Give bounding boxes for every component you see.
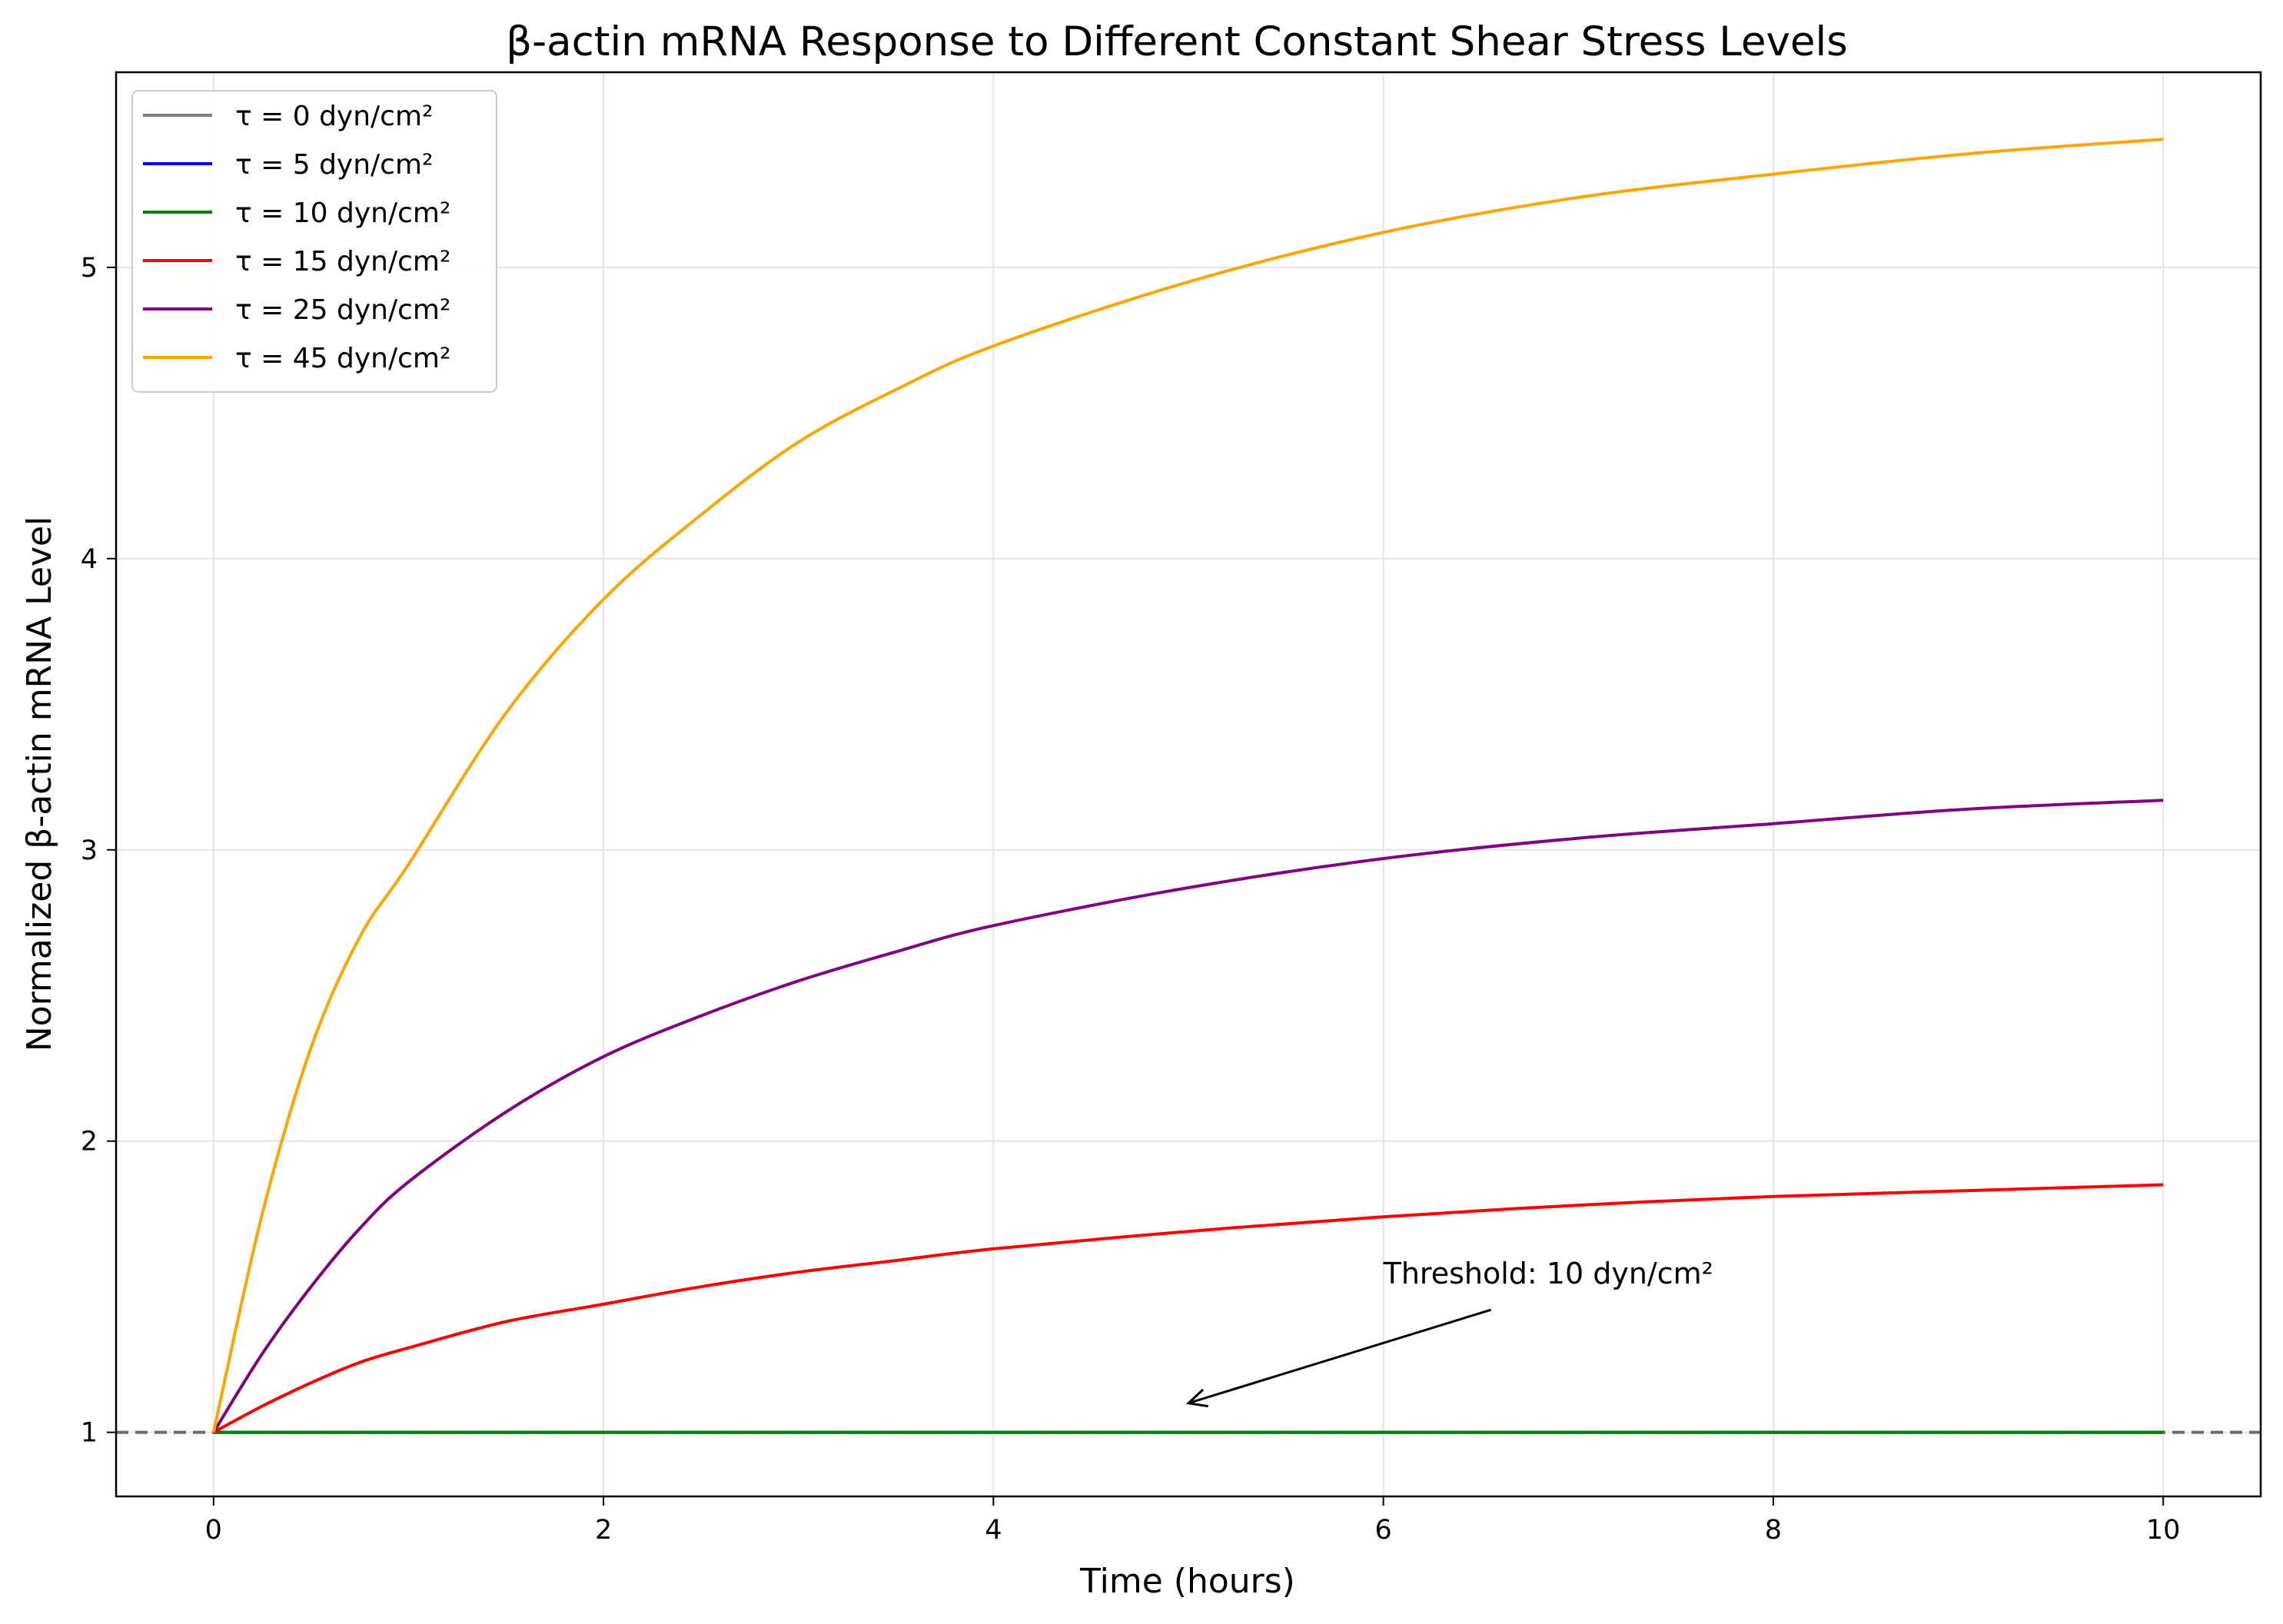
legend: τ = 0 dyn/cm² τ = 5 dyn/cm² τ = 10 dyn/cm²… bbox=[131, 90, 497, 393]
x-tick-label: 8 bbox=[1765, 1515, 1782, 1546]
series-line-4 bbox=[212, 799, 2164, 1433]
y-axis-label: Normalized β-actin mRNA Level bbox=[20, 516, 59, 1052]
x-tick-label: 4 bbox=[985, 1515, 1002, 1546]
y-tick-label: 4 bbox=[81, 544, 98, 575]
legend-label-5: τ = 45 dyn/cm² bbox=[235, 343, 450, 374]
annotation: Threshold: 10 dyn/cm² bbox=[1185, 1257, 1713, 1408]
legend-label-3: τ = 15 dyn/cm² bbox=[235, 246, 450, 277]
y-axis: 1 2 3 4 5 bbox=[81, 253, 116, 1449]
x-axis: 0 2 4 6 8 10 bbox=[205, 1496, 2181, 1546]
x-tick-label: 0 bbox=[205, 1515, 222, 1546]
series-line-5 bbox=[211, 138, 2164, 1433]
y-tick-label: 2 bbox=[81, 1127, 98, 1157]
x-tick-label: 10 bbox=[2146, 1515, 2181, 1546]
y-tick-label: 5 bbox=[81, 253, 98, 284]
plot-frame bbox=[115, 71, 2262, 1498]
legend-label-4: τ = 25 dyn/cm² bbox=[235, 294, 450, 326]
legend-label-0: τ = 0 dyn/cm² bbox=[235, 101, 433, 132]
annotation-text: Threshold: 10 dyn/cm² bbox=[1383, 1257, 1713, 1290]
x-axis-label: Time (hours) bbox=[1079, 1562, 1295, 1601]
x-tick-label: 6 bbox=[1374, 1515, 1391, 1546]
annotation-arrow-head bbox=[1185, 1388, 1208, 1408]
x-tick-label: 2 bbox=[595, 1515, 612, 1546]
chart-title: β-actin mRNA Response to Different Const… bbox=[506, 18, 1848, 65]
y-tick-label: 1 bbox=[81, 1418, 98, 1449]
grid bbox=[116, 72, 2261, 1496]
legend-box bbox=[131, 90, 497, 393]
series-layer bbox=[211, 138, 2164, 1434]
legend-label-2: τ = 10 dyn/cm² bbox=[235, 198, 450, 229]
y-tick-label: 3 bbox=[81, 835, 98, 866]
series-line-3 bbox=[212, 1183, 2164, 1434]
annotation-arrow-shaft bbox=[1188, 1308, 1492, 1405]
legend-label-1: τ = 5 dyn/cm² bbox=[235, 149, 433, 181]
